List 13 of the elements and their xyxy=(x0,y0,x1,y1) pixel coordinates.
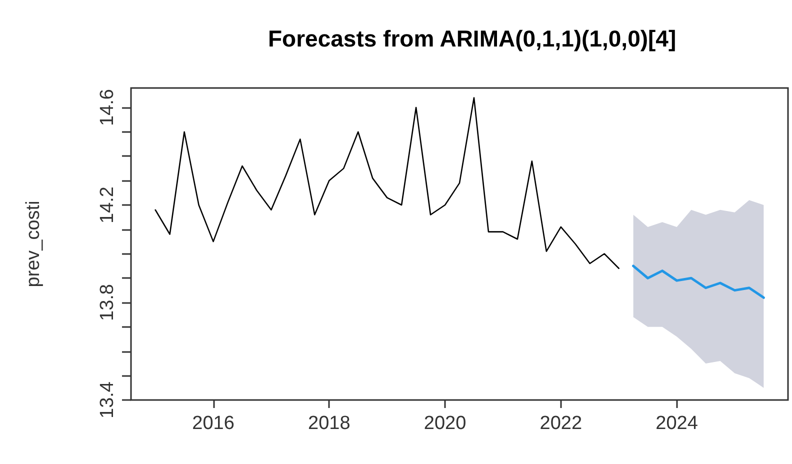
x-tick-label: 2018 xyxy=(308,413,350,434)
y-tick-label: 13.4 xyxy=(97,381,118,418)
y-axis-title: prev_costi xyxy=(23,200,44,288)
y-tick-label: 14.6 xyxy=(97,89,118,126)
x-tick-label: 2022 xyxy=(540,413,582,434)
line-series xyxy=(154,97,620,270)
x-tick-label: 2020 xyxy=(424,413,466,434)
x-tick-label: 2016 xyxy=(192,413,234,434)
chart-title: Forecasts from ARIMA(0,1,1)(1,0,0)[4] xyxy=(268,26,676,52)
line-series xyxy=(632,264,765,299)
y-tick-label: 13.8 xyxy=(97,284,118,321)
y-tick-label: 14.2 xyxy=(97,186,118,224)
x-tick-label: 2024 xyxy=(656,413,698,434)
